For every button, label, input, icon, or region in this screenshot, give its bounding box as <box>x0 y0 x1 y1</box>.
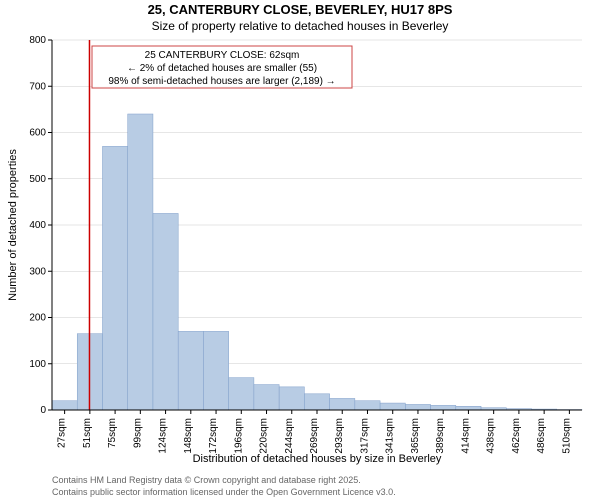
y-tick-label: 800 <box>29 35 46 46</box>
histogram-bar <box>431 405 456 410</box>
histogram-bar <box>405 404 430 410</box>
annotation-line3: 98% of semi-detached houses are larger (… <box>108 76 335 87</box>
x-tick-label: 269sqm <box>309 418 320 454</box>
x-tick-label: 486sqm <box>536 418 547 454</box>
histogram-bar <box>254 385 279 410</box>
histogram-bar <box>279 387 304 410</box>
x-tick-label: 438sqm <box>486 418 497 454</box>
histogram-bar <box>203 331 228 410</box>
x-tick-label: 220sqm <box>259 418 270 454</box>
x-tick-label: 51sqm <box>82 418 93 448</box>
histogram-bar <box>304 394 329 410</box>
x-tick-label: 124sqm <box>158 418 169 454</box>
x-tick-label: 317sqm <box>359 418 370 454</box>
y-tick-label: 600 <box>29 128 46 139</box>
x-tick-label: 172sqm <box>208 418 219 454</box>
x-tick-label: 244sqm <box>284 418 295 454</box>
histogram-bar <box>456 406 481 410</box>
x-tick-label: 510sqm <box>561 418 572 454</box>
chart-subtitle: Size of property relative to detached ho… <box>152 19 449 33</box>
histogram-bar <box>178 331 203 410</box>
histogram-bar <box>128 114 153 410</box>
histogram-bar <box>102 146 127 410</box>
y-axis-label: Number of detached properties <box>7 149 19 301</box>
y-tick-label: 0 <box>40 405 46 416</box>
x-tick-label: 462sqm <box>511 418 522 454</box>
histogram-bar <box>52 401 77 410</box>
annotation-line1: 25 CANTERBURY CLOSE: 62sqm <box>145 50 300 61</box>
y-tick-label: 500 <box>29 174 46 185</box>
x-tick-label: 389sqm <box>435 418 446 454</box>
x-axis-label: Distribution of detached houses by size … <box>193 453 442 465</box>
x-tick-label: 75sqm <box>107 418 118 448</box>
x-tick-label: 341sqm <box>385 418 396 454</box>
histogram-bar <box>380 403 405 410</box>
histogram-bar <box>330 398 355 410</box>
histogram-bar <box>229 378 254 410</box>
chart-title: 25, CANTERBURY CLOSE, BEVERLEY, HU17 8PS <box>148 2 453 17</box>
x-tick-label: 148sqm <box>183 418 194 454</box>
footer-line2: Contains public sector information licen… <box>52 487 396 497</box>
y-tick-label: 700 <box>29 81 46 92</box>
x-tick-label: 293sqm <box>334 418 345 454</box>
x-tick-label: 414sqm <box>460 418 471 454</box>
footer-line1: Contains HM Land Registry data © Crown c… <box>52 475 361 485</box>
x-tick-label: 99sqm <box>132 418 143 448</box>
histogram-bar <box>355 401 380 410</box>
histogram-bar <box>153 213 178 410</box>
y-tick-label: 100 <box>29 359 46 370</box>
y-tick-label: 300 <box>29 266 46 277</box>
y-tick-label: 400 <box>29 220 46 231</box>
x-tick-label: 27sqm <box>57 418 68 448</box>
x-tick-label: 196sqm <box>233 418 244 454</box>
x-tick-label: 365sqm <box>410 418 421 454</box>
y-tick-label: 200 <box>29 313 46 324</box>
annotation-line2: ← 2% of detached houses are smaller (55) <box>127 63 317 74</box>
